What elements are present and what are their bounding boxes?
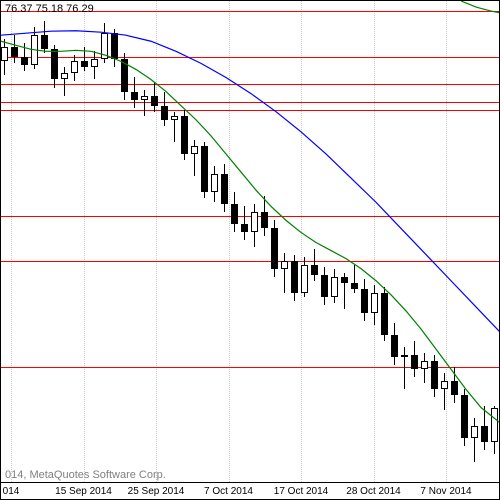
candle-body [461,395,468,437]
candle-body [221,174,228,204]
level-line [1,216,499,217]
candle-body [371,293,378,313]
candle-wick [144,90,145,116]
level-line [1,102,499,103]
candle-body [431,361,438,389]
candlestick-chart[interactable]: 76.37 75.18 76.29 014 15 Sep 2014 25 Sep 2… [0,0,500,500]
candle-body [11,47,18,57]
candle-body [51,49,58,79]
ma-lines-layer [1,1,500,484]
candle-body [401,355,408,357]
level-line [1,110,499,111]
candle-body [171,116,178,120]
xaxis-label: 15 Sep 2014 [55,486,112,497]
candle-body [1,47,8,61]
candle-body [61,73,68,79]
grid-vline [156,1,157,482]
candle-body [101,33,108,59]
candle-body [71,61,78,73]
candle-body [351,283,358,289]
grid-vline [229,1,230,482]
level-line [1,261,499,262]
candle-body [311,265,318,275]
candle-body [91,59,98,67]
candle-body [281,261,288,269]
xaxis-label: 17 Oct 2014 [274,486,328,497]
candle-body [81,61,88,67]
candle-body [341,277,348,283]
xaxis-label: 25 Sep 2014 [128,486,185,497]
x-axis: 014 15 Sep 2014 25 Sep 2014 7 Oct 2014 17 Oc… [1,482,499,499]
xaxis-label: 28 Oct 2014 [346,486,400,497]
candle-body [301,265,308,293]
ohlc-readout: 76.37 75.18 76.29 [5,3,94,15]
candle-wick [444,373,445,409]
xaxis-label: 014 [3,486,20,497]
candle-body [451,381,458,395]
candle-body [211,174,218,192]
candle-body [241,224,248,232]
candle-body [231,204,238,224]
grid-vline [84,1,85,482]
candle-body [141,96,148,100]
chart-plot-area [1,1,499,499]
candle-body [421,361,428,369]
candle-body [151,96,158,106]
candle-wick [404,347,405,389]
grid-vline [301,1,302,482]
candle-body [111,33,118,59]
candle-wick [244,206,245,240]
candle-body [121,59,128,91]
candle-wick [64,67,65,95]
candle-wick [84,47,85,71]
candle-body [481,426,488,442]
candle-body [331,277,338,297]
grid-vline [374,1,375,482]
candle-body [131,92,138,100]
candle-body [491,408,498,442]
candle-wick [284,253,285,293]
candle-body [411,355,418,369]
candle-body [21,57,28,65]
xaxis-label: 7 Nov 2014 [420,486,471,497]
grid-vline [446,1,447,482]
grid-vline [11,1,12,482]
candle-body [441,381,448,389]
candle-body [391,335,398,357]
candle-body [181,116,188,154]
copyright-label: 014, MetaQuotes Software Corp. [5,469,166,481]
candle-body [291,261,298,293]
candle-wick [474,418,475,462]
ma-blue [1,31,500,333]
candle-body [161,106,168,120]
candle-body [31,35,38,65]
candle-body [471,426,478,438]
candle-body [321,275,328,297]
level-line [1,84,499,85]
candle-body [201,146,208,192]
xaxis-label: 7 Oct 2014 [204,486,253,497]
candle-body [251,212,258,232]
candle-body [381,293,388,335]
candle-body [261,212,268,228]
candle-body [41,35,48,49]
candle-body [271,228,278,268]
candle-body [191,146,198,154]
level-line [1,57,499,58]
candle-body [361,289,368,313]
